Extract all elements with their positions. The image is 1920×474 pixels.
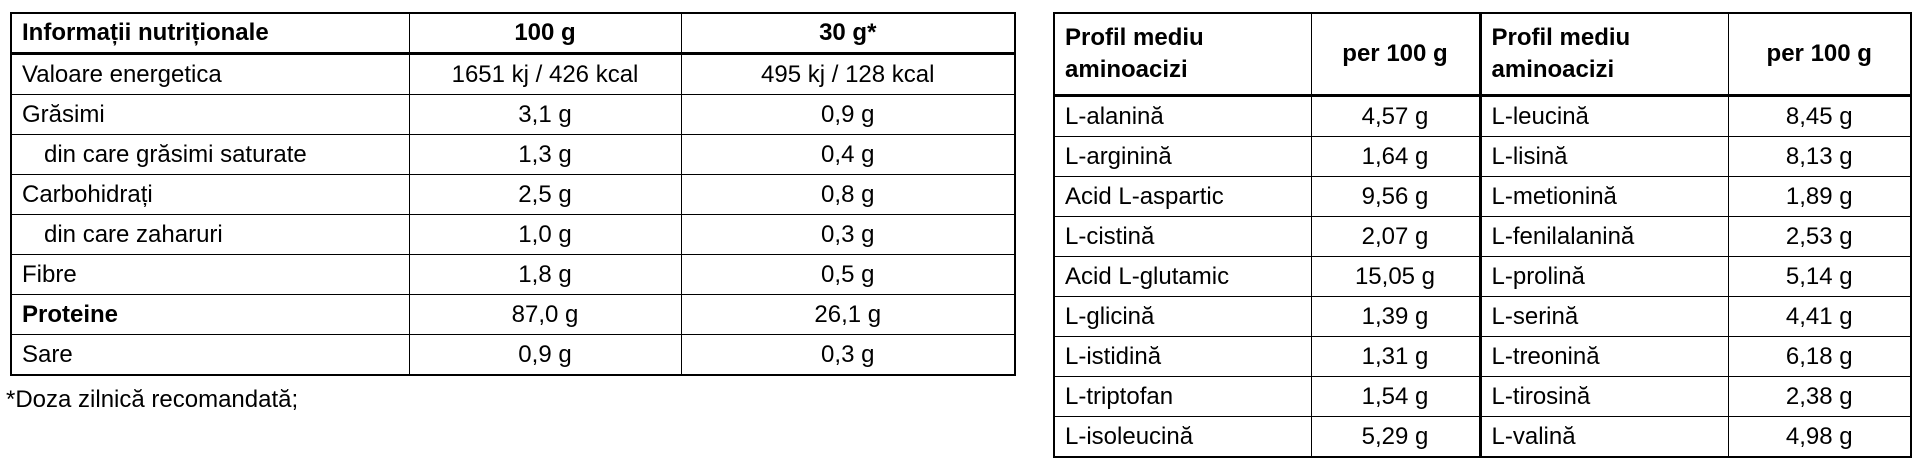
- table-cell: 0,9 g: [408, 334, 682, 376]
- table-cell: 0,3 g: [680, 214, 1016, 255]
- table-cell: 0,5 g: [680, 254, 1016, 295]
- table-cell: 26,1 g: [680, 294, 1016, 335]
- table-row: L-glicină 1,39 g L-serină 4,41 g: [1053, 296, 1912, 337]
- table-cell: Grăsimi: [10, 94, 410, 135]
- table-cell: L-prolină: [1479, 256, 1729, 297]
- table-cell: L-istidină: [1053, 336, 1312, 377]
- table-cell: 4,41 g: [1727, 296, 1912, 337]
- table-cell: 9,56 g: [1310, 176, 1482, 217]
- table-cell: L-valină: [1479, 416, 1729, 458]
- header-cell: Profil mediu aminoacizi: [1053, 12, 1312, 97]
- footnote: *Doza zilnică recomandată;: [6, 386, 299, 413]
- table-cell: din care grăsimi saturate: [10, 134, 410, 175]
- table-row: Valoare energetica 1651 kj / 426 kcal 495 …: [10, 53, 1016, 95]
- table-cell: L-cistină: [1053, 216, 1312, 257]
- header-cell: Profil mediu aminoacizi: [1479, 12, 1729, 97]
- table-cell: 0,8 g: [680, 174, 1016, 215]
- table-cell: 2,38 g: [1727, 376, 1912, 417]
- table-cell: L-fenilalanină: [1479, 216, 1729, 257]
- table-cell: 15,05 g: [1310, 256, 1482, 297]
- table-row: Fibre 1,8 g 0,5 g: [10, 254, 1016, 295]
- table-cell: 0,9 g: [680, 94, 1016, 135]
- table-cell: 4,57 g: [1310, 95, 1482, 137]
- table-cell: 6,18 g: [1727, 336, 1912, 377]
- table-cell: 0,4 g: [680, 134, 1016, 175]
- table-cell: 1,3 g: [408, 134, 682, 175]
- table-row: din care grăsimi saturate 1,3 g 0,4 g: [10, 134, 1016, 175]
- table-row: Sare 0,9 g 0,3 g: [10, 334, 1016, 376]
- table-cell: Valoare energetica: [10, 53, 410, 95]
- header-cell: 100 g: [408, 12, 682, 55]
- table-row: L-istidină 1,31 g L-treonină 6,18 g: [1053, 336, 1912, 377]
- header-cell: per 100 g: [1310, 12, 1482, 97]
- table-cell: 1,54 g: [1310, 376, 1482, 417]
- table-cell: 8,45 g: [1727, 95, 1912, 137]
- header-row: Profil mediu aminoacizi per 100 g Profil m…: [1053, 12, 1912, 97]
- table-row: L-cistină 2,07 g L-fenilalanină 2,53 g: [1053, 216, 1912, 257]
- table-cell: 1,39 g: [1310, 296, 1482, 337]
- table-cell: L-leucină: [1479, 95, 1729, 137]
- table-cell: 1,89 g: [1727, 176, 1912, 217]
- table-cell: 495 kj / 128 kcal: [680, 53, 1016, 95]
- table-cell: L-lisină: [1479, 136, 1729, 177]
- nutrition-table: Informații nutriționale 100 g 30 g* Valoare…: [10, 12, 1016, 376]
- table-cell: L-glicină: [1053, 296, 1312, 337]
- amino-table: Profil mediu aminoacizi per 100 g Profil m…: [1053, 12, 1912, 458]
- table-cell: din care zaharuri: [10, 214, 410, 255]
- table-row: Grăsimi 3,1 g 0,9 g: [10, 94, 1016, 135]
- table-row: L-isoleucină 5,29 g L-valină 4,98 g: [1053, 416, 1912, 458]
- table-cell: Fibre: [10, 254, 410, 295]
- table-row: L-triptofan 1,54 g L-tirosină 2,38 g: [1053, 376, 1912, 417]
- table-cell: L-alanină: [1053, 95, 1312, 137]
- table-cell: 2,5 g: [408, 174, 682, 215]
- table-cell: 1,31 g: [1310, 336, 1482, 377]
- table-row: Acid L-glutamic 15,05 g L-prolină 5,14 g: [1053, 256, 1912, 297]
- table-row: L-alanină 4,57 g L-leucină 8,45 g: [1053, 95, 1912, 137]
- table-row: Carbohidrați 2,5 g 0,8 g: [10, 174, 1016, 215]
- table-cell: Acid L-aspartic: [1053, 176, 1312, 217]
- header-cell: per 100 g: [1727, 12, 1912, 97]
- table-cell: Sare: [10, 334, 410, 376]
- table-cell: L-tirosină: [1479, 376, 1729, 417]
- table-cell: 0,3 g: [680, 334, 1016, 376]
- table-row: L-arginină 1,64 g L-lisină 8,13 g: [1053, 136, 1912, 177]
- table-cell: 3,1 g: [408, 94, 682, 135]
- header-cell: Informații nutriționale: [10, 12, 410, 55]
- header-row: Informații nutriționale 100 g 30 g*: [10, 12, 1016, 55]
- table-cell: 1,0 g: [408, 214, 682, 255]
- table-cell: 87,0 g: [408, 294, 682, 335]
- table-cell: 5,29 g: [1310, 416, 1482, 458]
- table-cell: L-triptofan: [1053, 376, 1312, 417]
- table-cell: L-arginină: [1053, 136, 1312, 177]
- table-cell: 8,13 g: [1727, 136, 1912, 177]
- table-cell: Proteine: [10, 294, 410, 335]
- table-cell: L-isoleucină: [1053, 416, 1312, 458]
- table-cell: L-serină: [1479, 296, 1729, 337]
- table-row: Proteine 87,0 g 26,1 g: [10, 294, 1016, 335]
- table-row: Acid L-aspartic 9,56 g L-metionină 1,89 g: [1053, 176, 1912, 217]
- table-cell: 1,64 g: [1310, 136, 1482, 177]
- table-cell: 5,14 g: [1727, 256, 1912, 297]
- table-cell: 2,07 g: [1310, 216, 1482, 257]
- header-cell: 30 g*: [680, 12, 1016, 55]
- table-cell: Acid L-glutamic: [1053, 256, 1312, 297]
- table-cell: 1651 kj / 426 kcal: [408, 53, 682, 95]
- table-row: din care zaharuri 1,0 g 0,3 g: [10, 214, 1016, 255]
- table-cell: 4,98 g: [1727, 416, 1912, 458]
- table-cell: L-metionină: [1479, 176, 1729, 217]
- table-cell: L-treonină: [1479, 336, 1729, 377]
- table-cell: 2,53 g: [1727, 216, 1912, 257]
- table-cell: 1,8 g: [408, 254, 682, 295]
- table-cell: Carbohidrați: [10, 174, 410, 215]
